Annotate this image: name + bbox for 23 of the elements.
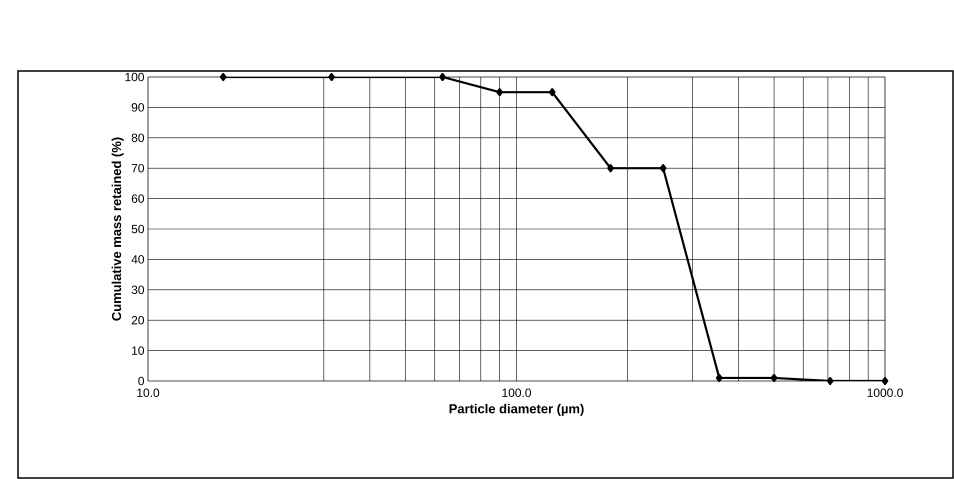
x-tick-label: 100.0	[502, 388, 532, 397]
point	[770, 374, 778, 382]
y-tick-label: 70	[132, 164, 144, 172]
y-tick-label: 100	[125, 72, 144, 82]
point	[548, 88, 556, 96]
y-axis-title: Cumulative mass retained (%)	[112, 138, 124, 321]
y-tick-label: 60	[132, 194, 144, 203]
point	[660, 164, 666, 172]
point	[716, 374, 723, 382]
y-tick-label: 90	[132, 103, 144, 112]
x-tick-label: 1000.0	[868, 388, 903, 397]
y-tick-label: 50	[132, 224, 144, 234]
y-tick-label: 10	[132, 346, 144, 355]
y-tick-label: 40	[131, 255, 144, 264]
point	[439, 72, 446, 82]
y-tick-label: 0	[138, 376, 144, 386]
y-tick-label: 30	[132, 286, 144, 294]
y-tick-label: 20	[132, 316, 144, 324]
point	[882, 376, 888, 386]
point	[826, 376, 834, 386]
x-axis-title: Particle diameter (µm)	[450, 404, 584, 416]
x-tick-label: 10.0	[137, 388, 160, 397]
y-tick-label: 80	[132, 134, 144, 142]
